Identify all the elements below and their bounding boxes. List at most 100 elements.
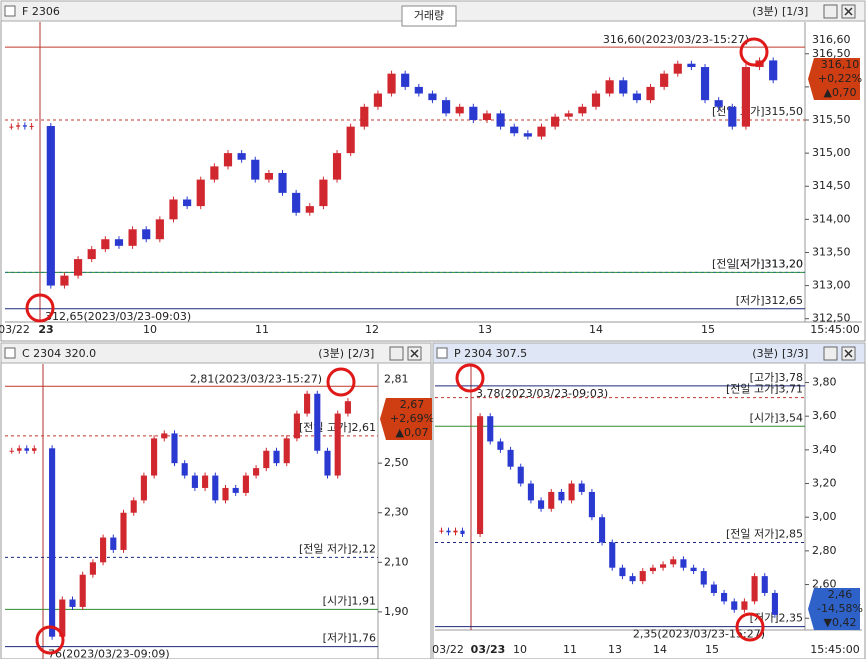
y-tick-label: 1,90 xyxy=(384,605,409,618)
candle xyxy=(578,483,585,492)
candle xyxy=(151,438,158,476)
x-tick-label: 15:45:00 xyxy=(810,643,859,656)
level-label: [시가]313,20 xyxy=(736,257,803,270)
level-note: 76(2023/03/23-09:09) xyxy=(48,648,170,659)
panel-header xyxy=(432,342,866,364)
candle xyxy=(751,576,758,602)
level-tag: 2,81(2023/03/23-15:27) xyxy=(190,372,322,385)
candle xyxy=(346,126,355,154)
candle xyxy=(578,106,587,114)
level-tag: 316,60(2023/03/23-15:27) xyxy=(603,33,749,46)
candle xyxy=(673,63,682,74)
candle xyxy=(487,416,494,442)
candle xyxy=(140,475,147,501)
symbol: P 2304 307.5 xyxy=(454,347,527,360)
candle xyxy=(714,100,723,107)
candle xyxy=(89,562,96,575)
quote-text: +0,22% xyxy=(818,72,862,85)
candle xyxy=(446,530,451,533)
x-tick-label: 11 xyxy=(255,323,269,336)
candle xyxy=(155,219,164,240)
candle xyxy=(441,100,451,114)
candle xyxy=(646,86,655,101)
y-tick-label: 314,00 xyxy=(812,212,851,225)
x-tick-label: 13 xyxy=(608,643,622,656)
candle xyxy=(128,229,137,246)
candle xyxy=(619,80,628,94)
level-label: [전일 저가]313,20 xyxy=(712,256,803,270)
candle xyxy=(660,564,667,568)
candle xyxy=(101,239,110,250)
settings-button[interactable] xyxy=(389,346,404,361)
candle xyxy=(700,67,710,101)
checkbox[interactable] xyxy=(4,5,16,17)
candle xyxy=(728,106,737,127)
candle xyxy=(599,517,606,543)
candle xyxy=(373,93,383,107)
settings-button[interactable] xyxy=(823,346,838,361)
quote-box xyxy=(808,58,860,100)
level-label: [전일 저가]2,12 xyxy=(299,541,376,555)
candle xyxy=(344,401,351,414)
volume-button[interactable] xyxy=(401,5,457,27)
x-tick-label: 03/23 xyxy=(471,643,506,656)
candle xyxy=(741,67,751,127)
candle xyxy=(710,584,717,593)
candle xyxy=(687,63,696,68)
y-tick-label: 313,50 xyxy=(812,245,851,258)
candle xyxy=(223,153,233,167)
candle xyxy=(588,491,595,518)
level-label: [전일 저가]2,85 xyxy=(726,526,803,540)
candle xyxy=(332,153,342,180)
candle xyxy=(482,113,492,121)
candle xyxy=(69,599,76,607)
level-note: 312,65(2023/03/23-09:03) xyxy=(45,310,191,323)
checkbox[interactable] xyxy=(4,347,16,359)
candle xyxy=(609,542,616,568)
close-icon xyxy=(410,349,419,358)
candle xyxy=(670,559,677,565)
quote-text: 316,10 xyxy=(821,58,860,71)
highlight-circle xyxy=(35,625,65,655)
candle xyxy=(469,106,478,121)
candle xyxy=(497,441,504,450)
candle xyxy=(253,468,260,476)
candle xyxy=(46,125,55,286)
highlight-circle xyxy=(326,367,356,397)
quote-text: ▼0,42 xyxy=(824,616,857,629)
candle xyxy=(741,601,748,610)
candle xyxy=(191,475,198,488)
candle xyxy=(414,86,423,94)
level-axis-label: 2,81 xyxy=(384,372,409,385)
candle xyxy=(237,153,246,160)
level-label: [전일 고가]3,71 xyxy=(726,382,803,396)
candle xyxy=(690,567,697,572)
candle xyxy=(17,448,22,451)
candle xyxy=(496,113,505,127)
level-label: [저가]312,65 xyxy=(736,294,803,307)
volume-button-label[interactable]: 거래량 xyxy=(414,9,444,22)
candle xyxy=(24,448,29,451)
checkbox[interactable] xyxy=(436,347,448,359)
y-tick-label: 3,40 xyxy=(812,443,837,456)
candle xyxy=(60,275,69,286)
candle xyxy=(761,576,768,593)
y-tick-label: 312,50 xyxy=(812,312,851,325)
y-tick-label: 2,30 xyxy=(384,506,409,519)
x-tick-label: 13 xyxy=(478,323,492,336)
candle xyxy=(283,438,290,464)
level-tag: 2,35(2023/03/23-15:27) xyxy=(633,628,765,641)
candle xyxy=(680,559,687,568)
y-tick-label: 3,20 xyxy=(812,477,837,490)
settings-button[interactable] xyxy=(823,4,838,19)
candle xyxy=(29,125,34,127)
candle xyxy=(460,530,465,535)
candle xyxy=(360,106,369,127)
level-label: [시가]1,91 xyxy=(323,594,376,607)
x-tick-label: 14 xyxy=(589,323,603,336)
candle xyxy=(319,179,328,207)
candle xyxy=(161,433,168,439)
candle xyxy=(130,500,137,513)
candle xyxy=(171,433,178,464)
